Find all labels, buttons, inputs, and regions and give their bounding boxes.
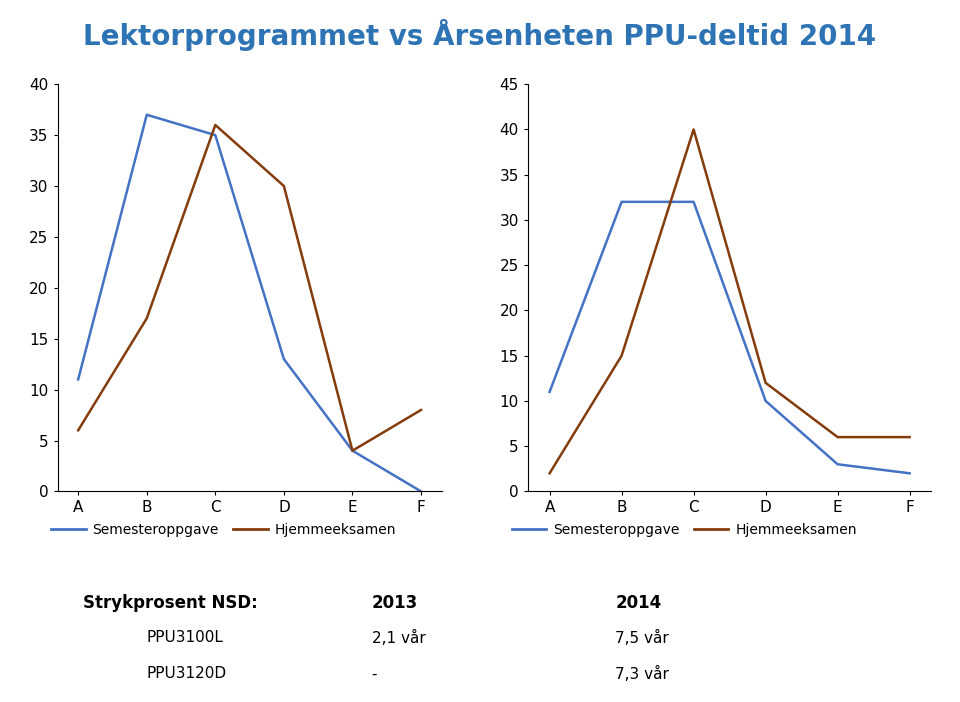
Text: -: - xyxy=(372,666,377,682)
Text: PPU3120D: PPU3120D xyxy=(146,666,227,682)
Text: 2,1 vår: 2,1 vår xyxy=(372,630,425,646)
Legend: Semesteroppgave, Hjemmeeksamen: Semesteroppgave, Hjemmeeksamen xyxy=(45,517,401,543)
Legend: Semesteroppgave, Hjemmeeksamen: Semesteroppgave, Hjemmeeksamen xyxy=(506,517,862,543)
Text: Strykprosent NSD:: Strykprosent NSD: xyxy=(83,594,257,611)
Text: 7,5 vår: 7,5 vår xyxy=(615,630,669,646)
Text: 2013: 2013 xyxy=(372,594,418,611)
Text: 2014: 2014 xyxy=(615,594,661,611)
Text: PPU3100L: PPU3100L xyxy=(146,630,223,645)
Text: Lektorprogrammet vs Årsenheten PPU-deltid 2014: Lektorprogrammet vs Årsenheten PPU-delti… xyxy=(84,19,876,51)
Text: 7,3 vår: 7,3 vår xyxy=(615,666,669,682)
